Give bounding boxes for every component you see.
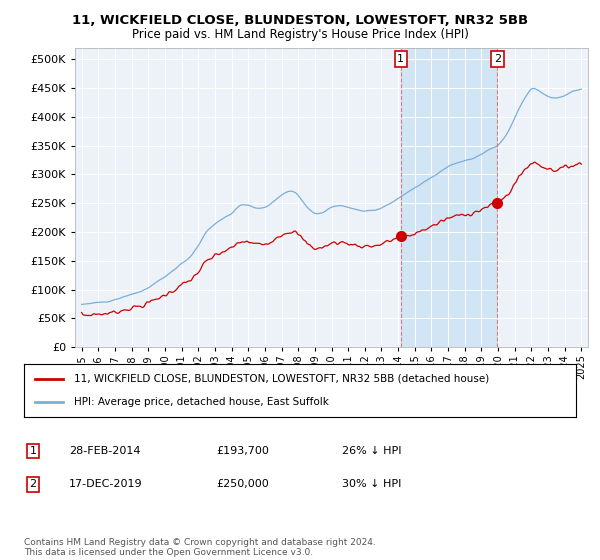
Text: 11, WICKFIELD CLOSE, BLUNDESTON, LOWESTOFT, NR32 5BB: 11, WICKFIELD CLOSE, BLUNDESTON, LOWESTO… — [72, 14, 528, 27]
Text: 1: 1 — [29, 446, 37, 456]
Text: 28-FEB-2014: 28-FEB-2014 — [69, 446, 140, 456]
Bar — [401, 48, 497, 347]
Text: 1: 1 — [397, 54, 404, 64]
Text: £250,000: £250,000 — [216, 479, 269, 489]
Text: 2: 2 — [29, 479, 37, 489]
Text: £193,700: £193,700 — [216, 446, 269, 456]
Text: Contains HM Land Registry data © Crown copyright and database right 2024.
This d: Contains HM Land Registry data © Crown c… — [24, 538, 376, 557]
Text: 17-DEC-2019: 17-DEC-2019 — [69, 479, 143, 489]
Text: 26% ↓ HPI: 26% ↓ HPI — [342, 446, 401, 456]
Text: 30% ↓ HPI: 30% ↓ HPI — [342, 479, 401, 489]
Text: 11, WICKFIELD CLOSE, BLUNDESTON, LOWESTOFT, NR32 5BB (detached house): 11, WICKFIELD CLOSE, BLUNDESTON, LOWESTO… — [74, 374, 489, 384]
Text: Price paid vs. HM Land Registry's House Price Index (HPI): Price paid vs. HM Land Registry's House … — [131, 28, 469, 41]
Text: 2: 2 — [494, 54, 501, 64]
Text: HPI: Average price, detached house, East Suffolk: HPI: Average price, detached house, East… — [74, 397, 329, 407]
